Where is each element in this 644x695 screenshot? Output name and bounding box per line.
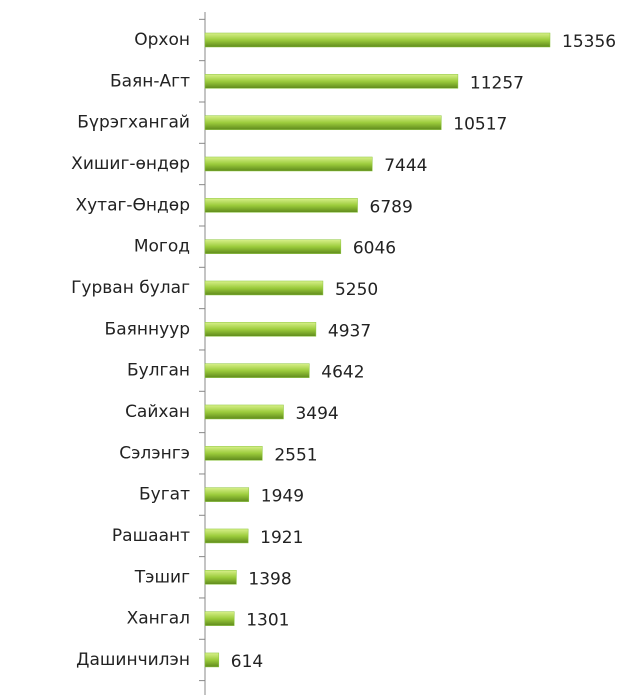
bar	[204, 570, 237, 585]
bar	[204, 363, 310, 378]
category-label: Хангал	[127, 609, 190, 629]
bar	[204, 404, 284, 420]
value-label: 1398	[248, 569, 291, 589]
value-label: 1949	[261, 487, 304, 507]
value-label: 6789	[370, 197, 413, 217]
category-label: Баяннуур	[105, 319, 190, 339]
bar	[204, 322, 317, 337]
value-label: 7444	[384, 156, 427, 176]
category-label: Сэлэнгэ	[119, 443, 190, 463]
category-label: Гурван булаг	[71, 278, 190, 298]
bar	[204, 32, 551, 48]
bar	[204, 115, 442, 130]
bar	[204, 198, 358, 213]
bar	[204, 611, 235, 626]
category-label: Рашаант	[112, 526, 190, 546]
bar	[204, 528, 249, 544]
value-label: 2551	[274, 445, 317, 465]
bar	[204, 74, 459, 89]
category-label: Булган	[127, 361, 190, 381]
bar	[204, 652, 220, 668]
value-label: 5250	[335, 280, 378, 300]
bar	[204, 156, 373, 172]
bar	[204, 446, 263, 461]
category-label: Хишиг-өндөр	[71, 154, 190, 174]
category-label: Могод	[134, 237, 190, 257]
category-label: Хутаг-Өндөр	[75, 195, 190, 215]
category-label: Баян-Агт	[110, 71, 190, 91]
value-label: 1921	[260, 528, 303, 548]
value-label: 4642	[321, 363, 364, 383]
value-label: 614	[231, 652, 263, 672]
bar	[204, 487, 250, 502]
value-label: 3494	[295, 404, 338, 424]
bar	[204, 280, 324, 296]
value-label: 1301	[246, 611, 289, 631]
value-label: 4937	[328, 321, 371, 341]
category-label: Сайхан	[125, 402, 190, 422]
category-label: Бугат	[139, 485, 190, 505]
value-label: 10517	[453, 115, 507, 135]
value-label: 6046	[353, 239, 396, 259]
category-label: Орхон	[134, 30, 190, 50]
category-label: Тэшиг	[134, 567, 190, 587]
value-label: 11257	[470, 73, 524, 93]
category-label: Дашинчилэн	[76, 650, 190, 670]
bar	[204, 239, 342, 254]
value-label: 15356	[562, 32, 616, 52]
category-label: Бүрэгхангай	[77, 113, 190, 133]
